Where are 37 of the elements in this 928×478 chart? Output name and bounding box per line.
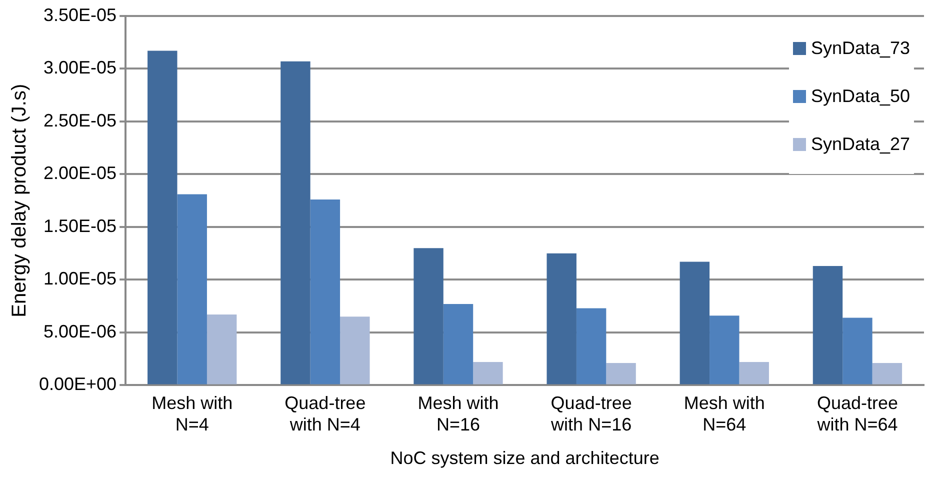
bar — [340, 316, 370, 384]
bar — [310, 200, 340, 384]
bar — [473, 362, 503, 384]
y-tick-label: 5.00E-06 — [44, 321, 117, 342]
bar — [443, 304, 474, 384]
x-tick-label: Quad-tree with N=16 — [550, 392, 632, 435]
bar — [606, 363, 636, 384]
y-tick-label: 3.50E-05 — [44, 4, 117, 25]
y-tick-label: 1.50E-05 — [44, 216, 117, 236]
y-tick-label: 2.00E-05 — [44, 163, 117, 184]
y-axis-title: Energy delay product (J.s) — [8, 84, 31, 318]
bar — [739, 362, 769, 384]
bar — [414, 248, 444, 384]
bar — [148, 50, 178, 384]
y-tick-label: 2.50E-05 — [44, 110, 117, 130]
bar — [710, 316, 740, 384]
bar — [546, 253, 576, 384]
bar — [812, 266, 843, 384]
bar — [576, 308, 606, 384]
x-tick-label: Quad-tree with N=64 — [816, 392, 898, 435]
legend-label: SynData_50 — [811, 86, 910, 106]
bar — [680, 262, 710, 384]
bar — [206, 314, 237, 384]
bar — [280, 61, 310, 384]
bar — [177, 194, 207, 384]
x-tick-label: Mesh with N=64 — [684, 392, 765, 435]
y-tick-label: 1.00E-05 — [44, 268, 117, 289]
bar — [872, 363, 902, 384]
legend-label: SynData_73 — [811, 38, 910, 58]
y-tick-label: 0.00E+00 — [38, 374, 117, 394]
x-tick-label: Mesh with N=4 — [152, 392, 233, 435]
y-tick-label: 3.00E-05 — [44, 58, 117, 78]
bar — [842, 318, 872, 384]
x-tick-label: Quad-tree with N=4 — [284, 392, 366, 435]
x-tick-label: Mesh with N=16 — [418, 392, 499, 435]
x-axis-title: NoC system size and architecture — [390, 448, 660, 468]
legend-label: SynData_27 — [811, 134, 910, 154]
